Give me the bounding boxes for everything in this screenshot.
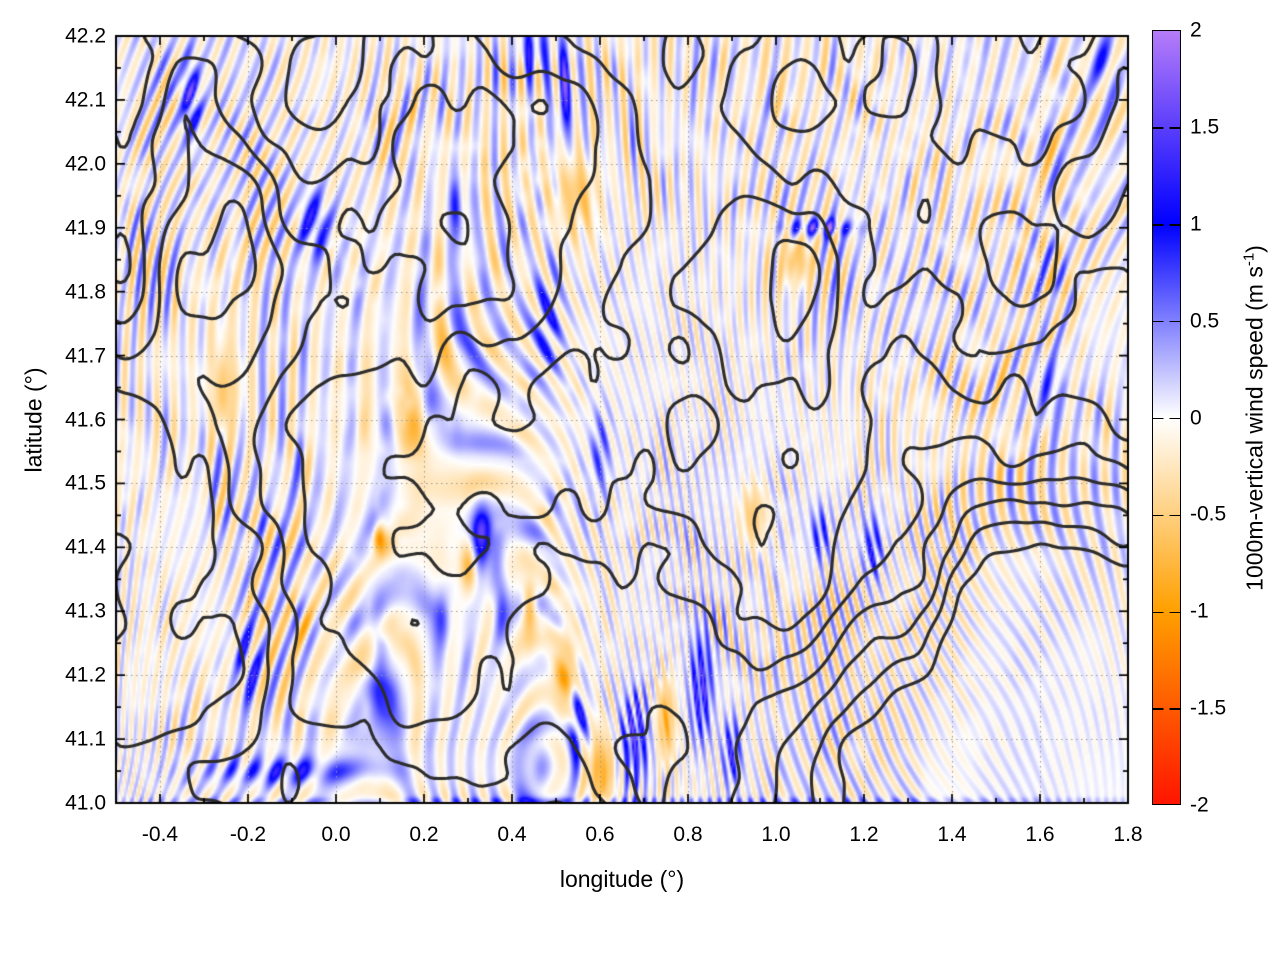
colorbar-tick-label: -2	[1190, 793, 1209, 817]
colorbar-tick	[1153, 611, 1180, 613]
x-tick-label: 1.8	[1113, 823, 1143, 846]
colorbar	[1152, 30, 1181, 805]
colorbar-title-superscript: -1	[1240, 252, 1258, 267]
y-tick-label: 41.0	[65, 791, 106, 815]
x-tick-label: 1.4	[937, 823, 967, 846]
y-tick-label: 42.1	[65, 88, 106, 112]
colorbar-tick-label: 0.5	[1190, 309, 1220, 333]
colorbar-tick	[1153, 514, 1180, 517]
colorbar-tick-label: 2	[1190, 18, 1202, 42]
colorbar-tick	[1153, 320, 1180, 323]
colorbar-title-suffix: )	[1241, 245, 1268, 253]
y-tick-label: 41.3	[65, 599, 106, 623]
y-tick-label: 41.8	[65, 280, 106, 304]
colorbar-tick-label: -0.5	[1190, 502, 1227, 526]
x-tick-label: 1.0	[761, 823, 791, 846]
colorbar-title-prefix: 1000m-vertical wind speed (m s	[1241, 266, 1268, 591]
x-tick-label: 1.6	[1025, 823, 1055, 846]
colorbar-tick	[1153, 127, 1180, 129]
x-tick-label: 0.6	[585, 823, 615, 846]
x-tick-label: -0.4	[141, 823, 179, 846]
colorbar-tick	[1153, 417, 1180, 420]
y-tick-label: 41.1	[65, 727, 106, 751]
x-tick-label: 0.0	[321, 823, 351, 846]
colorbar-tick-label: 0	[1190, 406, 1202, 429]
y-tick-label: 41.6	[65, 408, 106, 431]
colorbar-tick-label: 1	[1190, 212, 1202, 236]
colorbar-tick	[1153, 224, 1180, 226]
x-tick-label: -0.2	[229, 823, 267, 846]
y-tick-label: 41.7	[65, 344, 106, 368]
colorbar-tick-label: -1.5	[1190, 696, 1227, 720]
y-tick-label: 42.0	[65, 152, 106, 176]
colorbar-tick	[1153, 708, 1180, 710]
colorbar-tick-label: 1.5	[1190, 115, 1220, 139]
colorbar-title: 1000m-vertical wind speed (m s-1)	[1240, 245, 1268, 591]
y-axis-title: latitude (°)	[20, 367, 47, 473]
y-tick-label: 41.2	[65, 663, 106, 687]
x-tick-label: 0.8	[673, 823, 703, 846]
colorbar-tick-label: -1	[1190, 599, 1209, 623]
x-tick-label: 0.2	[409, 823, 439, 846]
y-tick-label: 41.4	[65, 535, 106, 559]
x-tick-label: 1.2	[849, 823, 879, 846]
x-axis-title: longitude (°)	[559, 866, 685, 892]
x-tick-label: 0.4	[497, 823, 527, 846]
y-tick-label: 41.9	[65, 216, 106, 240]
y-tick-label: 41.5	[65, 471, 106, 495]
y-tick-label: 42.2	[65, 24, 106, 48]
